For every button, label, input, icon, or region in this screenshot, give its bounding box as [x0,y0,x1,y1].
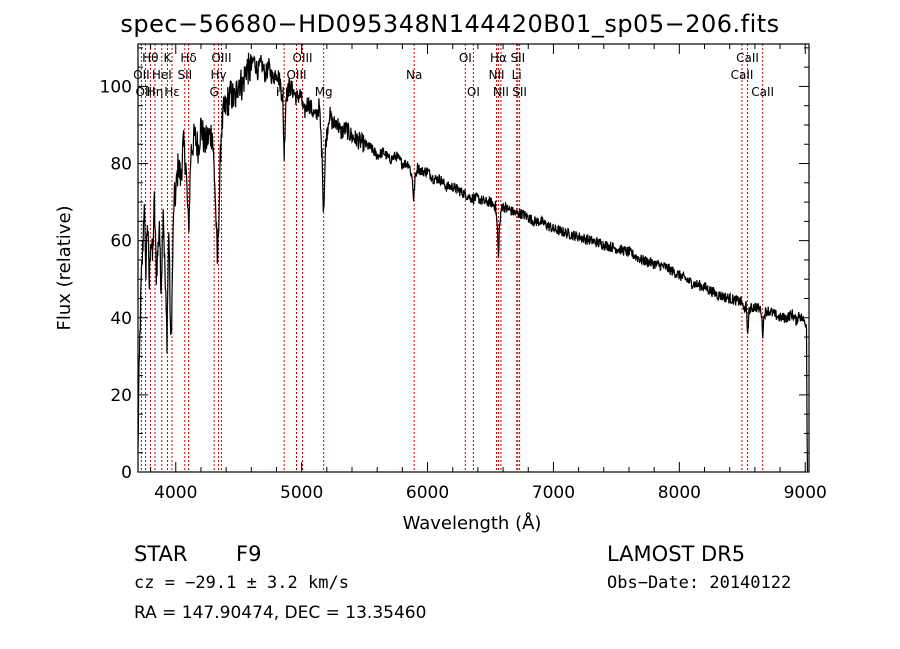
plot-frame [137,43,810,473]
line-marker-label: Hη [147,85,164,99]
y-tick-label: 20 [110,386,132,406]
obs-date: Obs−Date: 20140122 [607,573,792,593]
line-marker-label: Hα [490,51,507,65]
line-marker-label: Hγ [211,68,227,82]
line-marker-label: NII [493,85,509,99]
line-marker-label: Na [406,68,422,82]
x-tick-label: 4000 [154,483,197,503]
line-marker-label: NII [489,68,505,82]
y-tick-label: 60 [110,232,132,252]
coordinates-text: RA = 147.90474, DEC = 13.35460 [134,603,427,623]
line-marker-label: OIII [211,51,231,65]
redshift-text: cz = −29.1 ± 3.2 km/s [134,573,349,593]
line-marker-label: Hδ [180,51,196,65]
line-marker-label: CaII [736,51,759,65]
survey-label: LAMOST DR5 [607,542,746,566]
line-marker-label: Hε [164,85,180,99]
y-tick-label: 100 [100,77,132,97]
x-tick-label: 6000 [406,483,449,503]
x-tick-label: 8000 [658,483,701,503]
line-marker-label: Li [512,68,522,82]
line-marker-label: Hθ [142,51,158,65]
line-marker-label: SII [177,68,192,82]
line-marker-label: OI [467,85,480,99]
line-marker-label: SII [510,51,525,65]
x-axis-ticks: 4000 5000 6000 7000 8000 9000 [150,44,827,503]
line-marker-label: K [164,51,173,65]
x-axis-label: Wavelength (Å) [403,512,542,534]
spectrum-line [137,52,809,473]
x-tick-label: 5000 [280,483,323,503]
object-subclass: F9 [236,542,262,566]
line-marker-label: G [210,85,219,99]
y-axis-label: Flux (relative) [54,205,75,330]
object-class: STAR [134,542,188,566]
axes-frame [137,43,810,473]
line-marker-label: OII [133,68,150,82]
line-marker-label: CaII [751,85,774,99]
chart-title: spec−56680−HD095348N144420B01_sp05−206.f… [120,10,780,38]
x-tick-label: 7000 [532,483,575,503]
line-marker-label: CaII [731,68,754,82]
line-marker-label: Mg [315,85,333,99]
line-markers [140,44,764,472]
line-marker-label: SII [512,85,527,99]
y-tick-label: 0 [121,463,132,483]
y-axis-ticks: 0 20 40 60 80 100 [100,47,809,483]
line-marker-label: HeI [152,68,172,82]
line-marker-label: OIII [293,51,313,65]
line-marker-label: OIII [136,85,156,99]
line-marker-label: OIII [286,68,306,82]
x-tick-label: 9000 [784,483,827,503]
y-tick-label: 40 [110,309,132,329]
y-tick-label: 80 [110,155,132,175]
line-marker-label: OI [459,51,472,65]
